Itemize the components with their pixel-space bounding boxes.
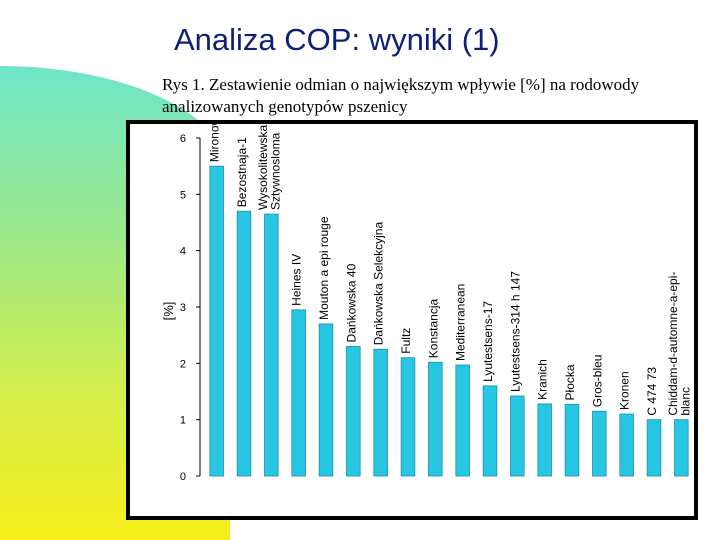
y-tick-label: 4 xyxy=(180,246,186,258)
bar xyxy=(537,403,552,477)
category-label: Płocka xyxy=(563,364,577,400)
category-label: Gros-bleu xyxy=(590,355,604,408)
bar xyxy=(592,410,607,477)
bar xyxy=(455,364,470,477)
bar xyxy=(482,385,498,477)
bar xyxy=(400,357,416,477)
category-label: C 474 73 xyxy=(645,367,659,416)
category-label: Dańkowska 40 xyxy=(344,263,358,342)
bar-chart: [%] 0 1 2 3 4 5 6 Mironowskaja 808 Bezostnaja-1… xyxy=(130,124,694,516)
y-axis: 0 1 2 3 4 5 6 xyxy=(180,133,201,483)
category-label: Mironowskaja 808 xyxy=(208,124,222,162)
bar xyxy=(373,348,388,477)
category-label: Konstancja xyxy=(426,299,440,359)
category-label: blanc xyxy=(679,387,693,416)
bar xyxy=(318,323,334,477)
bar xyxy=(564,404,580,477)
bar xyxy=(646,419,662,477)
category-label: Kronen xyxy=(618,371,632,410)
y-tick-label: 0 xyxy=(180,471,186,483)
bar-series xyxy=(209,165,689,477)
category-label: Kranich xyxy=(536,359,550,400)
category-label: Sztywnosloma xyxy=(269,132,283,210)
chart-frame: [%] 0 1 2 3 4 5 6 Mironowskaja 808 Bezostnaja-1… xyxy=(126,120,698,520)
bar xyxy=(264,213,279,477)
bar xyxy=(236,210,252,477)
bar xyxy=(291,309,306,477)
y-axis-label: [%] xyxy=(161,302,176,321)
category-label: Fultz xyxy=(399,328,413,354)
figure-caption: Rys 1. Zestawienie odmian o największym … xyxy=(162,75,640,116)
bar xyxy=(209,165,224,477)
y-tick-label: 2 xyxy=(180,358,186,370)
category-label: Lyutestsens-17 xyxy=(481,301,495,382)
y-tick-label: 5 xyxy=(180,189,186,201)
category-label: Heines IV xyxy=(290,254,304,306)
bar xyxy=(510,395,525,477)
y-tick-label: 1 xyxy=(180,415,186,427)
bar xyxy=(619,413,634,477)
y-tick-label: 3 xyxy=(180,302,186,314)
bar xyxy=(346,346,361,477)
slide-title: Analiza COP: wyniki (1) xyxy=(174,22,500,57)
category-label: Wysokolitewska xyxy=(256,124,270,210)
category-label: Dańkowska Selekcyjna xyxy=(372,222,386,346)
bar xyxy=(674,419,689,477)
bar xyxy=(428,361,443,477)
category-label: Mouton a epi rouge xyxy=(317,216,331,320)
y-tick-label: 6 xyxy=(180,133,186,145)
category-label: Chiddam-d-automne-a-epi- xyxy=(666,272,680,416)
category-label: Mediterranean xyxy=(454,284,468,361)
category-label: Bezostnaja-1 xyxy=(235,137,249,207)
category-labels: Mironowskaja 808 Bezostnaja-1 Wysokolitews… xyxy=(208,124,693,416)
category-label: Lyutestsens-314 h 147 xyxy=(508,271,522,392)
